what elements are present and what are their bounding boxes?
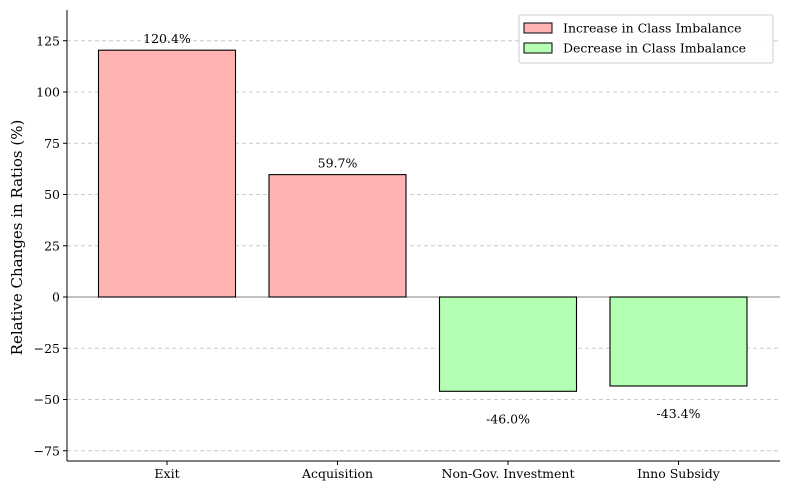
legend-label: Increase in Class Imbalance bbox=[563, 21, 742, 36]
data-labels: 120.4% 59.7% -46.0% -43.4% bbox=[143, 31, 700, 426]
legend-swatch bbox=[523, 22, 553, 34]
x-tick-label: Acquisition bbox=[301, 466, 373, 481]
y-tick-label: 100 bbox=[36, 85, 60, 100]
bar-inno-subsidy bbox=[609, 296, 748, 387]
y-tick-label: 50 bbox=[44, 187, 60, 202]
data-label: 120.4% bbox=[143, 31, 191, 46]
bar-exit bbox=[97, 49, 237, 298]
bars bbox=[97, 49, 748, 392]
data-label: -43.4% bbox=[657, 406, 701, 421]
x-tick-label: Inno Subsidy bbox=[637, 466, 721, 481]
y-tick-label: −25 bbox=[34, 341, 60, 356]
y-tick-label: 25 bbox=[44, 238, 60, 253]
y-tick-label: 0 bbox=[52, 290, 60, 305]
legend-swatch bbox=[523, 42, 553, 54]
y-axis-title: Relative Changes in Ratios (%) bbox=[8, 120, 26, 356]
legend-label: Decrease in Class Imbalance bbox=[563, 41, 746, 56]
legend: Increase in Class Imbalance Decrease in C… bbox=[518, 14, 774, 64]
y-tick-label: −50 bbox=[34, 392, 60, 407]
axes bbox=[66, 10, 780, 462]
x-tick-label: Exit bbox=[154, 466, 179, 481]
data-label: -46.0% bbox=[486, 411, 530, 426]
y-tick-label: −75 bbox=[34, 443, 60, 458]
x-tick-label: Non-Gov. Investment bbox=[442, 466, 575, 481]
bar-acquisition bbox=[268, 174, 407, 298]
x-ticks: Exit Acquisition Non-Gov. Investment Inno S… bbox=[154, 461, 721, 481]
legend-frame bbox=[518, 14, 774, 64]
bar-non-gov-investment bbox=[438, 296, 578, 392]
y-ticks: −75 −50 −25 0 25 50 75 100 125 bbox=[34, 33, 67, 458]
y-tick-label: 125 bbox=[36, 33, 60, 48]
data-label: 59.7% bbox=[318, 156, 358, 171]
y-tick-label: 75 bbox=[44, 136, 60, 151]
